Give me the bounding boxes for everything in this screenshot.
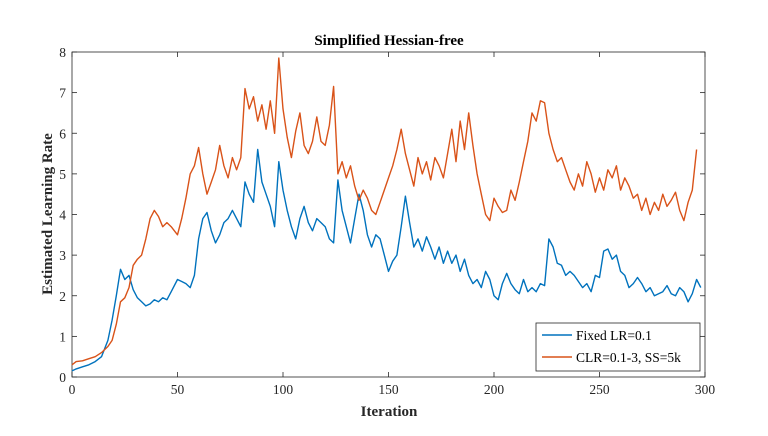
x-tick-label: 250 (589, 382, 610, 397)
legend-box (535, 322, 701, 372)
y-tick-label: 0 (59, 370, 66, 385)
x-tick-label: 200 (484, 382, 505, 397)
x-tick-label: 50 (171, 382, 185, 397)
y-tick-label: 8 (59, 45, 66, 60)
y-tick-label: 2 (59, 289, 66, 304)
x-tick-label: 100 (273, 382, 294, 397)
legend-label-fixed: Fixed LR=0.1 (576, 328, 652, 343)
x-tick-label: 150 (378, 382, 399, 397)
legend: Fixed LR=0.1 CLR=0.1-3, SS=5k (535, 322, 701, 372)
series-line-fixed-lr (71, 148, 702, 372)
x-tick-label: 300 (695, 382, 716, 397)
y-tick-label: 5 (59, 167, 66, 182)
y-tick-label: 1 (59, 329, 66, 344)
chart-title: Simplified Hessian-free (314, 33, 464, 49)
x-axis-label: Iteration (361, 404, 418, 420)
y-tick-label: 3 (59, 248, 66, 263)
data-lines (71, 57, 702, 372)
y-axis: 0 1 2 3 4 5 6 7 8 (59, 45, 705, 385)
legend-label-clr: CLR=0.1-3, SS=5k (576, 350, 681, 365)
series-line-clr (71, 57, 698, 366)
y-tick-label: 6 (59, 126, 66, 141)
x-axis: 0 50 100 150 200 250 300 (69, 52, 716, 397)
x-tick-label: 0 (69, 382, 76, 397)
y-tick-label: 7 (59, 86, 66, 101)
y-tick-label: 4 (59, 208, 66, 223)
y-axis-label: Estimated Learning Rate (40, 133, 56, 295)
